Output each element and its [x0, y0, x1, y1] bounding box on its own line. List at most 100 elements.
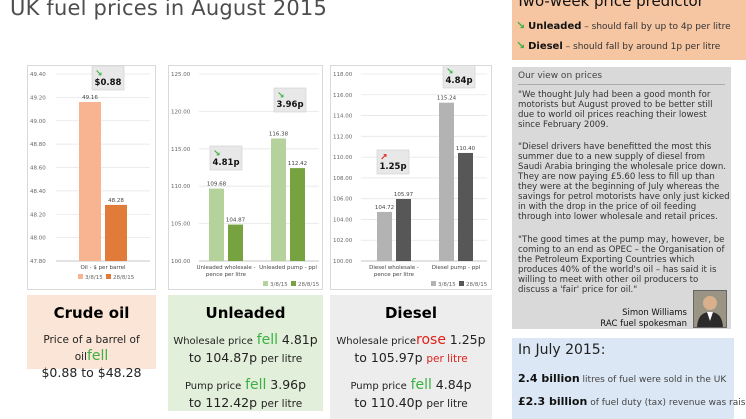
legend-label: 3/8/15 — [270, 282, 288, 288]
july-stat-2: £2.3 billion of fuel duty (tax) revenue … — [518, 395, 746, 408]
unleaded-chart: 100.00 105.00 110.00 115.00 120.00 125.00 109.… — [168, 65, 323, 290]
predictor-diesel-row: ↘ Diesel – should fall by around 1p per … — [516, 39, 720, 52]
change-badge-value: 4.84p — [445, 76, 472, 86]
person-icon — [694, 291, 726, 327]
y-tick-label: 48.80 — [30, 142, 46, 148]
y-tick-label: 105.00 — [171, 222, 191, 228]
bar — [290, 168, 305, 261]
legend-swatch — [431, 281, 436, 286]
down-arrow-icon: ↘ — [516, 19, 526, 32]
y-tick-label: 100.00 — [171, 259, 191, 265]
data-label: 48.28 — [108, 198, 124, 204]
x-tick-label: Diesel pump - ppl — [432, 265, 481, 271]
unleaded-pump-to-text: to 112.42p — [188, 395, 258, 410]
unleaded-pump-verb: fell — [245, 377, 267, 393]
change-badge-value: 4.81p — [212, 158, 239, 168]
unleaded-panel: Unleaded Wholesale price fell 4.81p to 1… — [168, 295, 323, 411]
diesel-wholesale-line: Wholesale pricerose 1.25p — [330, 332, 492, 350]
data-label: 109.68 — [207, 182, 227, 188]
y-tick-label: 120.00 — [171, 109, 191, 115]
y-tick-label: 47.80 — [30, 259, 46, 265]
data-label: 112.42 — [288, 161, 307, 167]
unleaded-wholesale-line: Wholesale price fell 4.81p — [168, 332, 323, 350]
july-heading: In July 2015: — [518, 342, 606, 358]
spokesman-photo — [693, 290, 727, 328]
unleaded-chart-svg: 100.00 105.00 110.00 115.00 120.00 125.00 109.… — [171, 72, 320, 288]
legend-label: 3/8/15 — [85, 275, 103, 281]
july-stat-1-value: 2.4 billion — [518, 372, 580, 385]
divider — [518, 84, 725, 85]
crude-oil-chart-svg: 47.80 48.00 48.20 48.40 48.60 48.80 49.00 49.20… — [30, 66, 150, 281]
diesel-ws-to: to 105.97p — [354, 350, 423, 365]
change-badge — [376, 149, 410, 175]
change-badge — [91, 66, 125, 91]
x-tick-label: Oil - $ per barrel — [80, 265, 126, 271]
quote-1: "We thought July had been a good month f… — [518, 90, 713, 130]
july-stats-panel: In July 2015: 2.4 billion litres of fuel… — [512, 338, 746, 419]
bar — [439, 102, 454, 261]
y-tick-label: 110.00 — [171, 184, 191, 190]
unleaded-pump-unit: per litre — [260, 398, 303, 410]
x-tick-label: pence per litre — [374, 272, 415, 278]
quote-3: "The good times at the pump may, however… — [518, 235, 725, 295]
data-label: 49.16 — [82, 95, 98, 101]
july-stat-1: 2.4 billion litres of fuel were sold in … — [518, 372, 726, 385]
y-tick-label: 108.00 — [333, 176, 353, 182]
y-tick-label: 104.00 — [333, 217, 353, 223]
unleaded-ws-to: to 104.87p — [188, 350, 258, 365]
change-badge — [209, 145, 243, 171]
diesel-chart-svg: 100.00 102.00 104.00 106.00 108.00 110.00 112.… — [333, 66, 488, 288]
page-title: UK fuel prices in August 2015 — [10, 0, 328, 20]
legend-swatch — [106, 274, 111, 279]
diesel-panel: Diesel Wholesale pricerose 1.25p to 105.… — [330, 295, 492, 419]
signature-name: Simon Williams — [622, 308, 687, 318]
predictor-heading: Two-week price predictor — [516, 0, 704, 10]
predictor-diesel-text: – should fall by around 1p per litre — [565, 42, 721, 52]
y-tick-label: 48.60 — [30, 166, 46, 172]
unleaded-ws-unit: per litre — [260, 353, 303, 365]
our-view-heading: Our view on prices — [518, 71, 603, 81]
y-tick-label: 106.00 — [333, 197, 353, 203]
price-predictor: Two-week price predictor ↘ Unleaded – sh… — [512, 0, 746, 60]
legend-label: 28/8/15 — [298, 282, 320, 288]
crude-oil-line1-pre: Price of a barrel of oil — [43, 334, 140, 363]
crude-oil-verb: fell — [86, 348, 109, 364]
unleaded-ws-verb: fell — [256, 332, 279, 348]
bar — [105, 204, 127, 261]
up-arrow-icon: ↗ — [380, 153, 388, 163]
y-tick-label: 115.00 — [171, 147, 191, 153]
diesel-pump-to-text: to 110.40p — [354, 395, 423, 410]
crude-oil-panel: Crude oil Price of a barrel of oilfell $… — [27, 295, 156, 380]
change-badge-value: $0.88 — [95, 78, 122, 88]
bar — [458, 152, 473, 261]
july-stat-1-text: litres of fuel were sold in the UK — [582, 375, 727, 385]
bar — [79, 102, 101, 261]
down-arrow-icon: ↘ — [95, 69, 103, 79]
unleaded-pump-amount: 3.96p — [270, 377, 307, 392]
data-label: 116.38 — [269, 131, 289, 137]
crude-oil-heading: Crude oil — [53, 304, 130, 322]
unleaded-wholesale-to: to 104.87p per litre — [168, 350, 323, 367]
bar — [271, 138, 286, 261]
down-arrow-icon: ↘ — [277, 91, 285, 101]
change-badge-value: 3.96p — [276, 100, 303, 110]
legend-label: 28/8/15 — [113, 275, 135, 281]
diesel-wholesale-to: to 105.97p per litre — [330, 350, 492, 367]
legend-swatch — [78, 274, 83, 279]
change-badge-value: 1.25p — [379, 162, 406, 172]
diesel-pump-unit: per litre — [426, 398, 468, 410]
down-arrow-icon: ↘ — [213, 149, 221, 159]
data-label: 104.87 — [226, 218, 246, 224]
x-tick-label: Diesel wholesale - — [369, 265, 419, 271]
legend-swatch — [459, 281, 464, 286]
data-label: 115.24 — [437, 96, 457, 102]
y-tick-label: 100.00 — [333, 259, 353, 265]
y-tick-label: 49.20 — [30, 95, 46, 101]
y-tick-label: 48.40 — [30, 189, 46, 195]
diesel-ws-amount: 1.25p — [449, 332, 486, 347]
july-stat-2-value: £2.3 billion — [518, 395, 588, 408]
quote-2: "Diesel drivers have benefitted the most… — [518, 142, 730, 222]
diesel-pump-line: Pump price fell 4.84p — [330, 377, 492, 395]
diesel-ws-verb: rose — [416, 332, 446, 348]
y-tick-label: 114.00 — [333, 114, 353, 120]
